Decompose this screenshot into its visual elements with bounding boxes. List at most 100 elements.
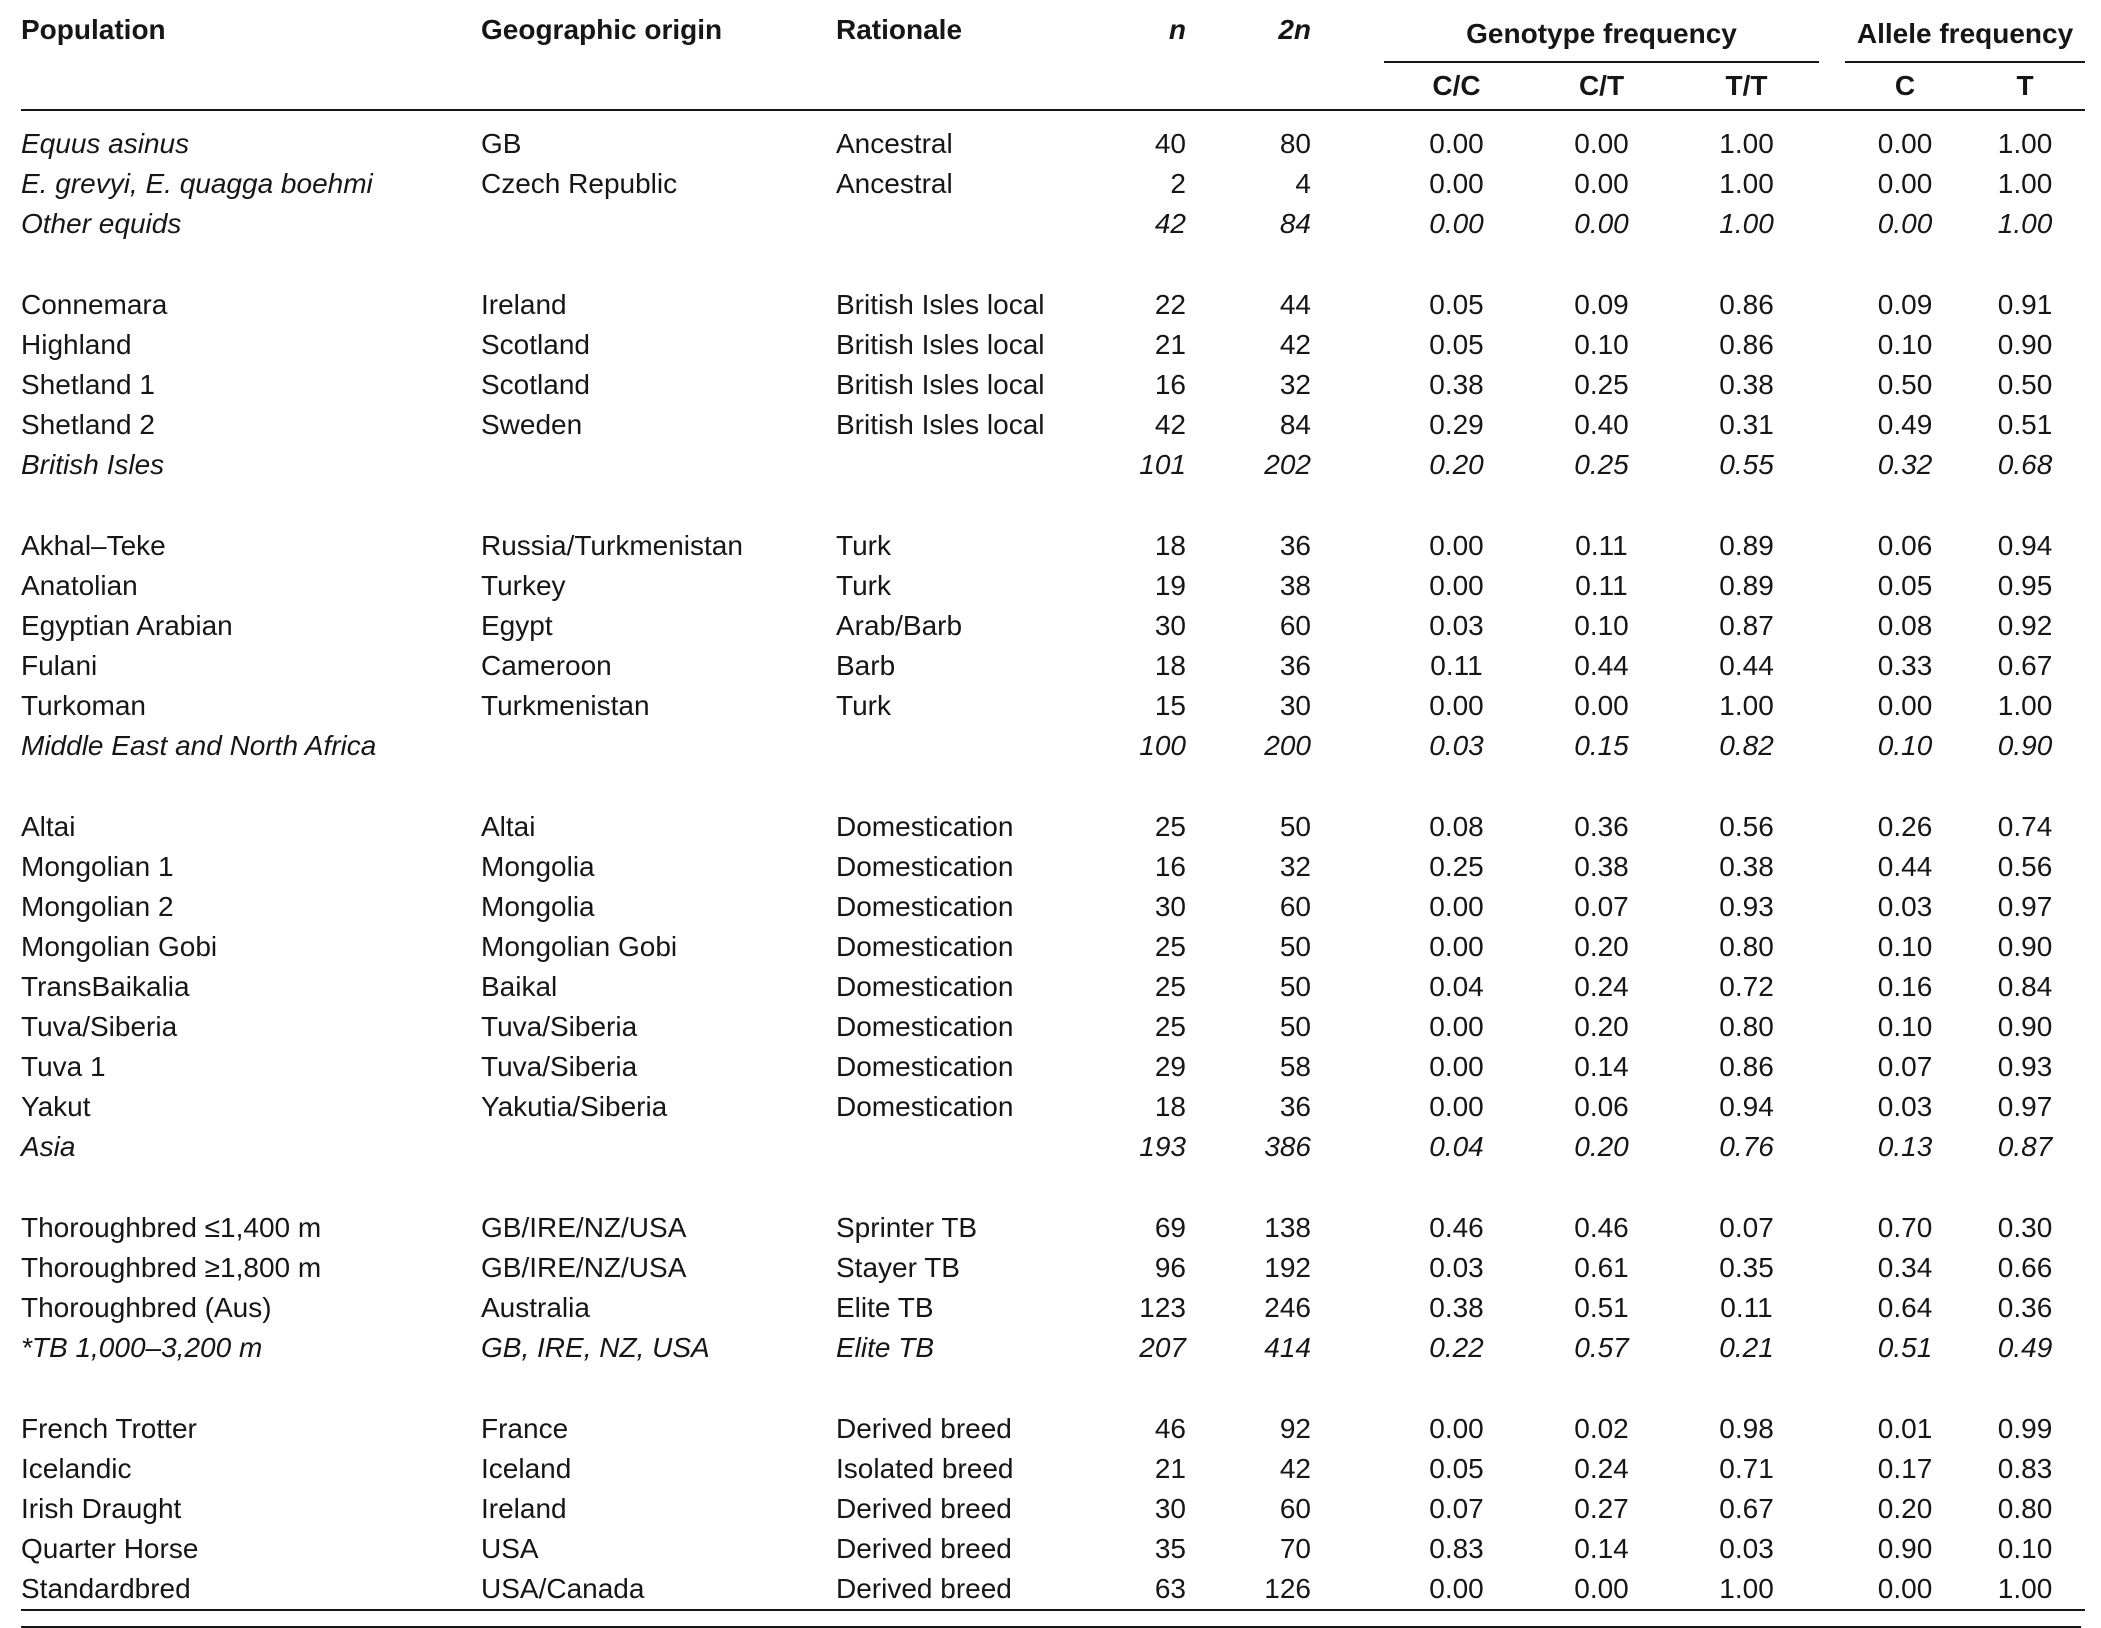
genotype-ct-cell: 0.20 (1574, 1131, 1629, 1162)
allele-c-cell: 0.26 (1877, 811, 1933, 842)
genotype-cc-cell: 0.00 (1429, 530, 1484, 561)
rationale-cell: Domestication (836, 1051, 1014, 1082)
population-cell: Quarter Horse (21, 1533, 199, 1564)
spacer-cell (1311, 967, 1384, 1007)
group-separator-cell (21, 244, 2085, 285)
genotype-tt-cell: 0.82 (1719, 730, 1774, 761)
genotype-tt-cell: 0.03 (1719, 1533, 1774, 1564)
n2-cell: 44 (1279, 289, 1311, 320)
genotype-cc-cell: 0.00 (1429, 1413, 1484, 1444)
genotype-ct-cell: 0.36 (1574, 811, 1629, 842)
rationale-cell: Domestication (836, 1091, 1014, 1122)
genotype-ct-cell: 0.25 (1574, 369, 1629, 400)
population-cell: Asia (21, 1131, 76, 1162)
n2-cell: 84 (1279, 208, 1311, 239)
group-header-allele-frequency: Allele frequency (1845, 6, 2086, 63)
allele-c-cell: 0.01 (1877, 1413, 1933, 1444)
allele-t-cell: 0.36 (1997, 1292, 2053, 1323)
spacer-cell (1819, 285, 1845, 325)
origin-cell: Baikal (481, 971, 558, 1002)
allele-c-cell: 0.90 (1877, 1533, 1933, 1564)
genotype-cc-cell: 0.00 (1429, 1051, 1484, 1082)
origin-cell: USA/Canada (481, 1569, 836, 1611)
population-cell: Connemara (21, 289, 168, 320)
origin-cell: Russia/Turkmenistan (481, 530, 743, 561)
n2-cell: 60 (1279, 610, 1311, 641)
group-header-genotype-frequency: Genotype frequency (1384, 6, 1820, 63)
genotype-cc-cell: 0.20 (1429, 449, 1484, 480)
col-header-2n: 2n (1186, 6, 1311, 111)
origin-cell: GB, IRE, NZ, USA (481, 1332, 710, 1363)
population-cell: Tuva/Siberia (21, 1011, 178, 1042)
genotype-ct-cell: 0.02 (1574, 1413, 1629, 1444)
group-separator (21, 1368, 2085, 1409)
allele-t-cell: 0.99 (1997, 1413, 2053, 1444)
n-cell: 18 (1154, 650, 1186, 681)
spacer-cell (1819, 1007, 1845, 1047)
n-cell: 30 (1154, 1493, 1186, 1524)
spacer-cell (1311, 807, 1384, 847)
spacer-cell (1311, 1208, 1384, 1248)
spacer-cell (1819, 847, 1845, 887)
n2-cell: 192 (1264, 1252, 1311, 1283)
spacer-cell (1311, 365, 1384, 405)
population-cell: Thoroughbred ≥1,800 m (21, 1252, 322, 1283)
table-row: Thoroughbred ≤1,400 m GB/IRE/NZ/USA Sprint… (21, 1208, 2085, 1248)
allele-c-cell: 0.32 (1877, 449, 1933, 480)
genotype-tt-cell: 1.00 (1719, 690, 1774, 721)
spacer-cell (1819, 1208, 1845, 1248)
n-cell: 2 (1170, 168, 1186, 199)
allele-c-cell: 0.00 (1877, 168, 1933, 199)
population-cell: TransBaikalia (21, 971, 190, 1002)
spacer-cell (1819, 606, 1845, 646)
table-row: Other equids 42 84 0.00 0.00 1.00 0.00 1.00 (21, 204, 2085, 244)
header-spacer (1819, 6, 1846, 111)
allele-c-cell: 0.50 (1877, 369, 1933, 400)
population-cell: Egyptian Arabian (21, 610, 233, 641)
header-row-subcolumns: C/C C/T T/T C T (21, 62, 2086, 111)
spacer-cell (1311, 1529, 1384, 1569)
rationale-cell: Sprinter TB (836, 1212, 978, 1243)
rationale-cell: Elite TB (836, 1292, 934, 1323)
col-header-allele-t: T (1965, 62, 2086, 111)
n2-cell: 200 (1264, 730, 1311, 761)
genotype-cc-cell: 0.46 (1429, 1212, 1484, 1243)
genotype-tt-cell: 1.00 (1719, 208, 1774, 239)
allele-t-cell: 0.67 (1997, 650, 2053, 681)
genotype-ct-cell: 0.46 (1574, 1212, 1629, 1243)
origin-cell (481, 726, 836, 766)
n2-cell: 50 (1279, 1011, 1311, 1042)
n-cell: 35 (1154, 1533, 1186, 1564)
allele-c-cell: 0.08 (1877, 610, 1933, 641)
n-cell: 21 (1154, 1453, 1186, 1484)
genotype-cc-cell: 0.00 (1429, 931, 1484, 962)
col-header-rationale: Rationale (836, 6, 1111, 111)
population-cell: Other equids (21, 208, 182, 239)
spacer-cell (1819, 526, 1845, 566)
spacer-cell (1819, 1047, 1845, 1087)
frequency-table: Population Geographic origin Rationale n… (21, 6, 2086, 1611)
allele-t-cell: 1.00 (1997, 690, 2053, 721)
origin-cell: Tuva/Siberia (481, 1051, 638, 1082)
rationale-cell: Ancestral (836, 128, 953, 159)
genotype-cc-cell: 0.00 (1429, 1011, 1484, 1042)
origin-cell: Turkmenistan (481, 690, 650, 721)
spacer-cell (1819, 1087, 1845, 1127)
table-row: Mongolian 2 Mongolia Domestication 30 60 0.00… (21, 887, 2085, 927)
genotype-ct-cell: 0.24 (1574, 971, 1629, 1002)
genotype-cc-cell: 0.00 (1429, 690, 1484, 721)
origin-cell (481, 204, 836, 244)
genotype-cc-cell: 0.03 (1429, 730, 1484, 761)
table-row: Yakut Yakutia/Siberia Domestication 18 36 0.0… (21, 1087, 2085, 1127)
n2-cell: 42 (1279, 1453, 1311, 1484)
allele-t-cell: 0.49 (1997, 1332, 2053, 1363)
genotype-ct-cell: 0.06 (1574, 1091, 1629, 1122)
genotype-tt-cell: 0.07 (1719, 1212, 1774, 1243)
rationale-cell: Barb (836, 650, 896, 681)
spacer-cell (1819, 405, 1845, 445)
origin-cell (481, 445, 836, 485)
allele-t-cell: 0.80 (1997, 1493, 2053, 1524)
n-cell: 193 (1139, 1131, 1186, 1162)
paper-table-figure: Population Geographic origin Rationale n… (21, 6, 2086, 1628)
n2-cell: 70 (1279, 1533, 1311, 1564)
